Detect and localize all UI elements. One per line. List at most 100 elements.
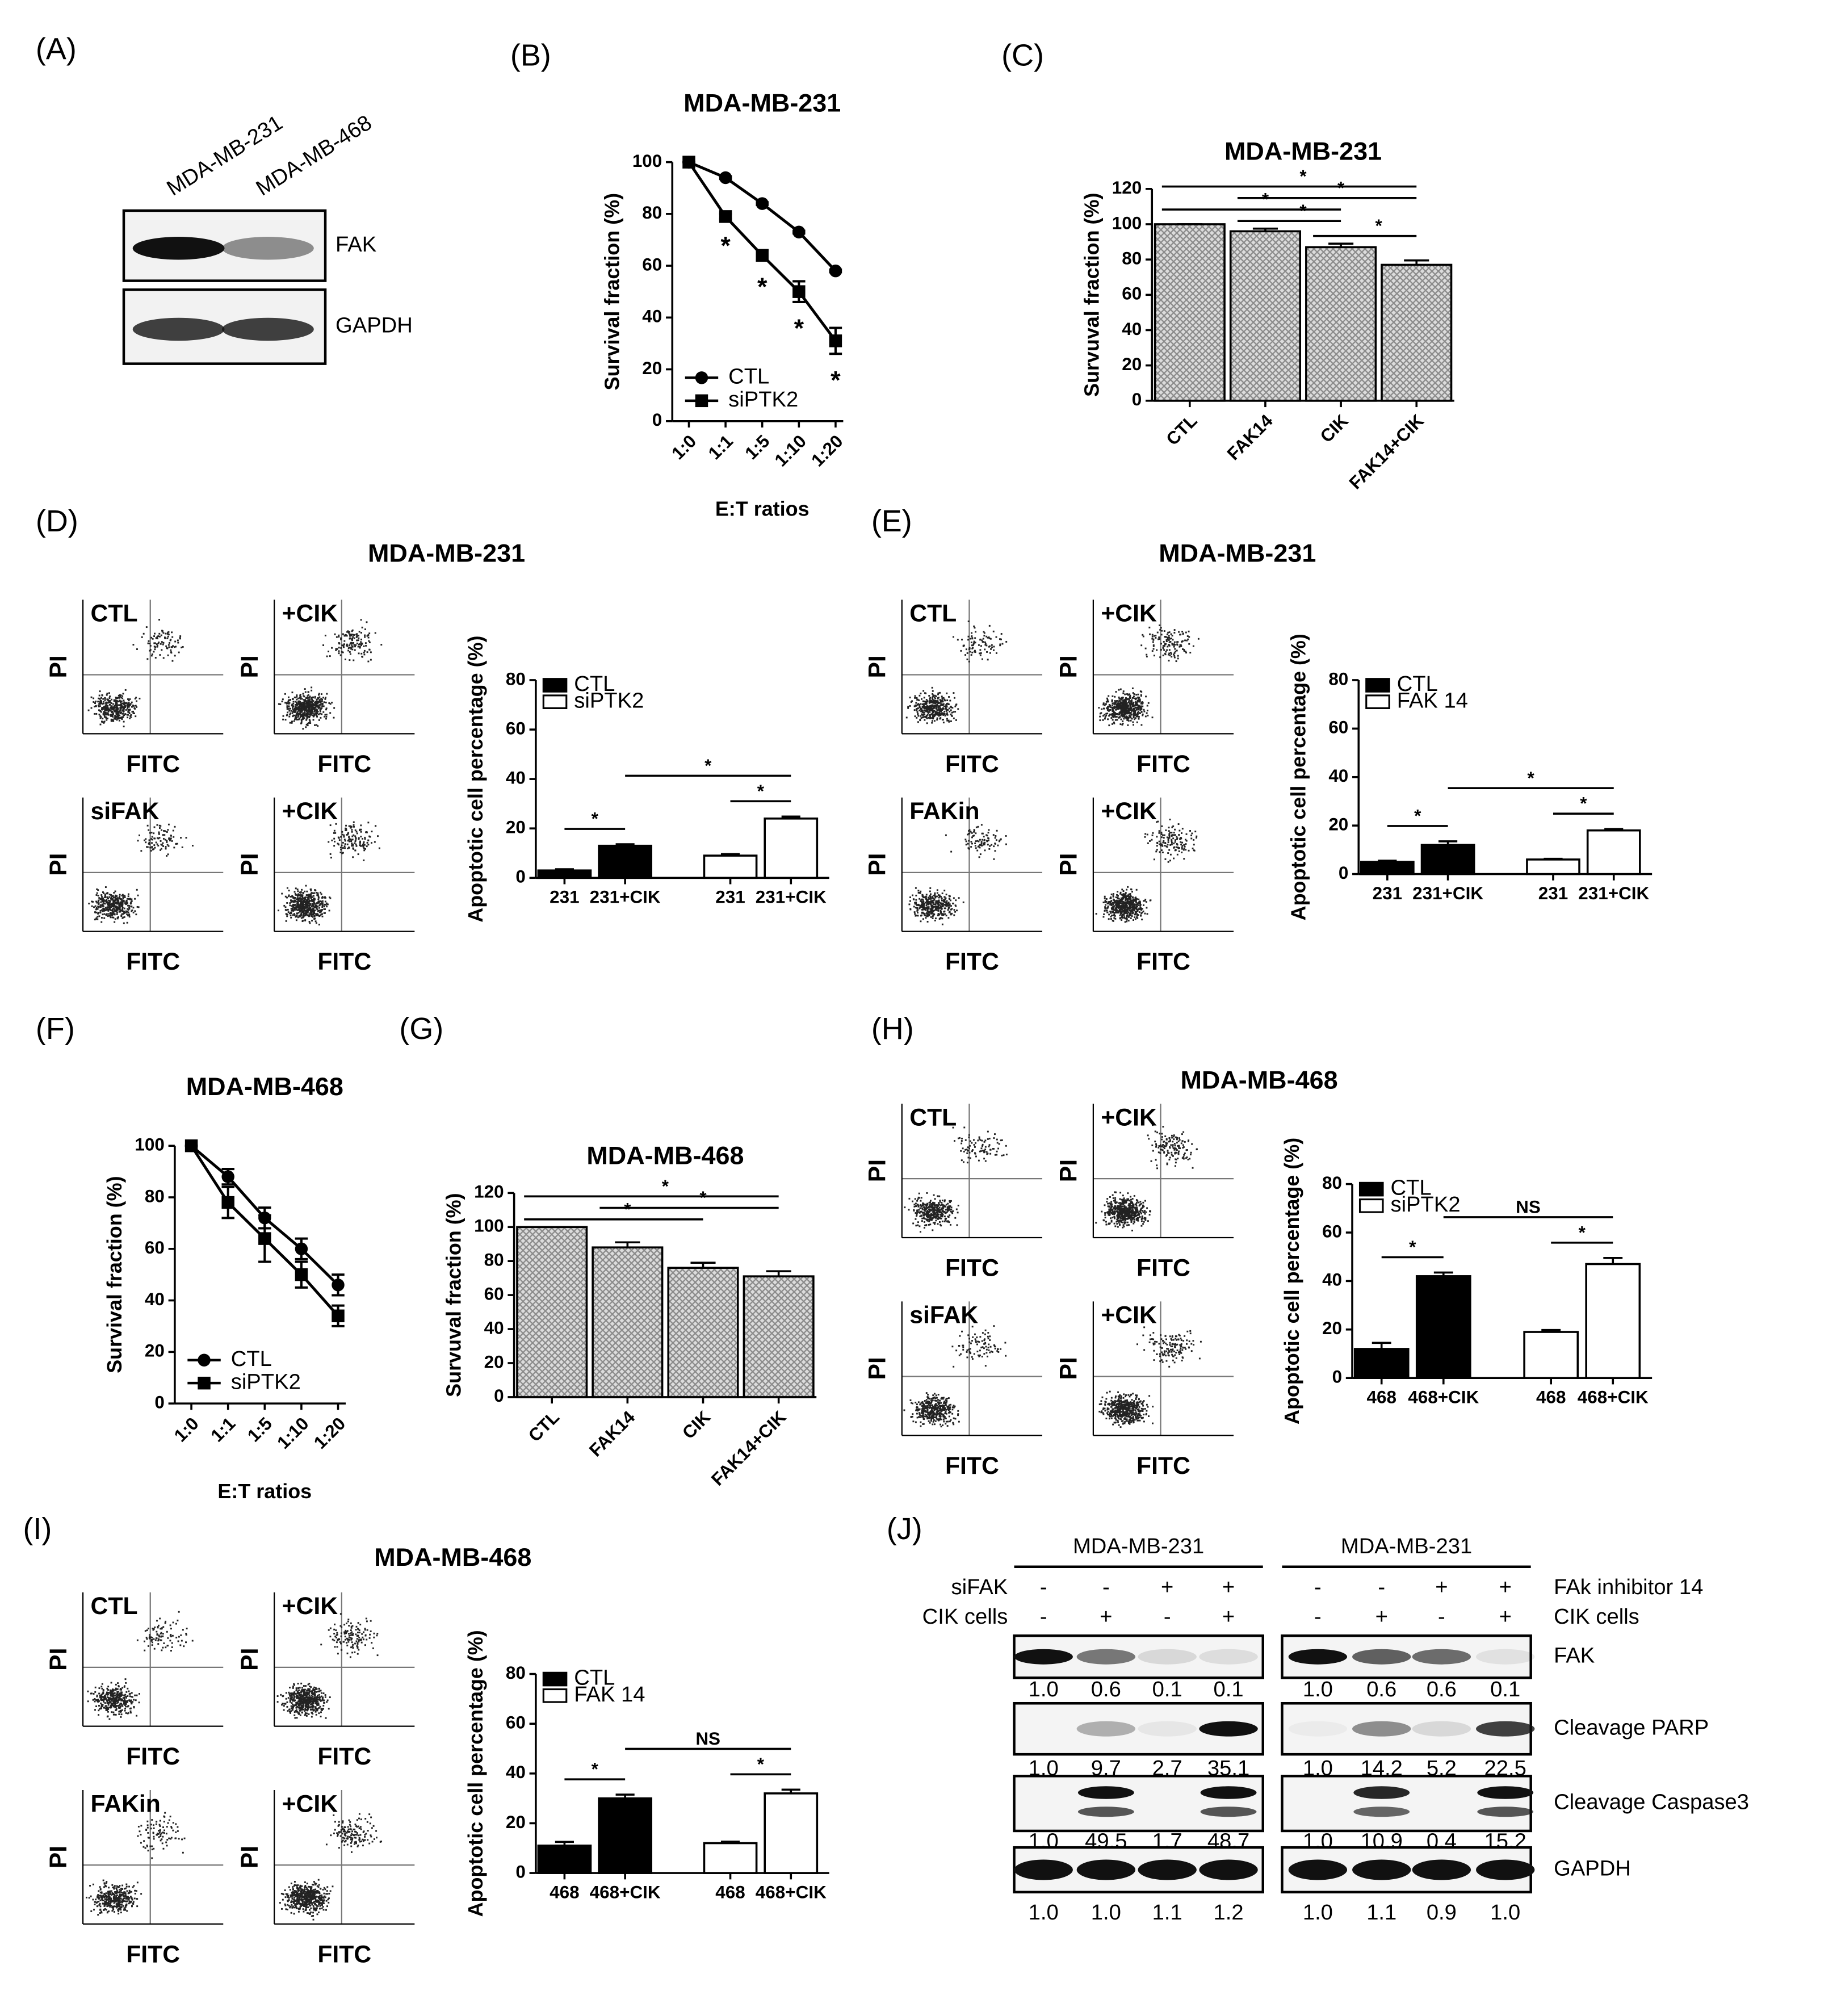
- y-tick-label: 0: [515, 867, 525, 887]
- y-tick-label: 60: [506, 1713, 526, 1733]
- event-dot: [1131, 687, 1134, 689]
- event-dot: [170, 837, 172, 840]
- event-dot: [311, 701, 313, 703]
- event-dot: [104, 699, 106, 701]
- event-dot: [149, 643, 150, 645]
- event-dot: [316, 709, 318, 711]
- event-dot: [946, 900, 948, 902]
- event-dot: [1127, 894, 1130, 896]
- significance-label: *: [757, 1754, 765, 1774]
- event-dot: [305, 705, 307, 707]
- event-dot: [296, 894, 299, 896]
- event-dot: [1133, 693, 1135, 695]
- event-dot: [1142, 705, 1144, 707]
- x-tick-label: 231+CIK: [1412, 883, 1483, 903]
- event-dot: [321, 896, 324, 898]
- event-dot: [141, 636, 143, 638]
- event-dot: [301, 698, 303, 700]
- event-dot: [292, 711, 294, 713]
- event-dot: [1138, 700, 1140, 702]
- event-dot: [1115, 907, 1117, 909]
- event-dot: [340, 836, 342, 838]
- event-dot: [916, 709, 918, 711]
- event-dot: [148, 640, 150, 642]
- event-dot: [1137, 908, 1139, 911]
- event-dot: [932, 720, 934, 722]
- event-dot: [1171, 643, 1173, 645]
- event-dot: [112, 706, 114, 709]
- event-dot: [331, 839, 333, 841]
- event-dot: [320, 703, 322, 705]
- event-dot: [1146, 712, 1148, 714]
- event-dot: [1167, 636, 1169, 639]
- event-dot: [307, 703, 309, 706]
- event-dot: [161, 641, 163, 643]
- event-dot: [308, 707, 310, 710]
- event-dot: [342, 841, 344, 844]
- event-dot: [131, 898, 133, 900]
- event-dot: [1121, 711, 1123, 714]
- event-dot: [1180, 634, 1182, 636]
- event-dot: [310, 888, 312, 890]
- event-dot: [349, 838, 351, 840]
- event-dot: [929, 908, 932, 910]
- event-dot: [946, 706, 948, 708]
- event-dot: [320, 903, 322, 906]
- event-dot: [346, 843, 349, 845]
- event-dot: [931, 717, 933, 719]
- event-dot: [1156, 845, 1158, 847]
- event-dot: [365, 644, 367, 647]
- event-dot: [1124, 901, 1126, 903]
- event-dot: [931, 686, 933, 689]
- event-dot: [928, 901, 930, 903]
- event-dot: [297, 916, 299, 919]
- event-dot: [167, 631, 169, 634]
- event-dot: [286, 902, 288, 904]
- event-dot: [1112, 719, 1114, 721]
- event-dot: [1139, 709, 1142, 711]
- x-tick-label: 231: [1538, 883, 1568, 903]
- event-dot: [1174, 828, 1176, 831]
- event-dot: [1105, 898, 1108, 900]
- event-dot: [973, 642, 975, 644]
- event-dot: [367, 660, 370, 663]
- event-dot: [1156, 649, 1158, 651]
- y-axis-label: Apoptotic cell percentage (%): [464, 1630, 487, 1917]
- error-bar: [615, 1241, 640, 1248]
- event-dot: [162, 657, 165, 659]
- event-dot: [102, 718, 104, 720]
- event-dot: [335, 636, 338, 638]
- event-dot: [932, 897, 934, 899]
- bar: [1586, 829, 1641, 875]
- event-dot: [1132, 713, 1134, 715]
- band-label: GAPDH: [335, 313, 413, 338]
- event-dot: [929, 715, 931, 717]
- event-dot: [124, 713, 127, 715]
- event-dot: [121, 697, 124, 699]
- event-dot: [1169, 652, 1172, 653]
- event-dot: [307, 715, 309, 718]
- event-dot: [1125, 703, 1127, 705]
- event-dot: [363, 859, 365, 861]
- event-dot: [350, 840, 353, 843]
- event-dot: [356, 642, 358, 644]
- event-dot: [932, 711, 934, 714]
- y-tick-label: 0: [494, 1386, 504, 1406]
- event-dot: [116, 911, 118, 913]
- event-dot: [1168, 835, 1171, 837]
- event-dot: [122, 707, 124, 709]
- event-dot: [162, 845, 164, 847]
- event-dot: [108, 913, 110, 915]
- event-dot: [1102, 902, 1105, 904]
- event-dot: [1194, 831, 1197, 833]
- event-dot: [307, 903, 309, 906]
- event-dot: [940, 710, 942, 712]
- event-dot: [296, 711, 299, 713]
- event-dot: [1112, 904, 1114, 906]
- event-dot: [338, 652, 340, 655]
- event-dot: [100, 921, 103, 923]
- event-dot: [127, 895, 129, 898]
- event-dot: [1107, 907, 1109, 909]
- event-dot: [923, 707, 925, 709]
- event-dot: [303, 904, 305, 906]
